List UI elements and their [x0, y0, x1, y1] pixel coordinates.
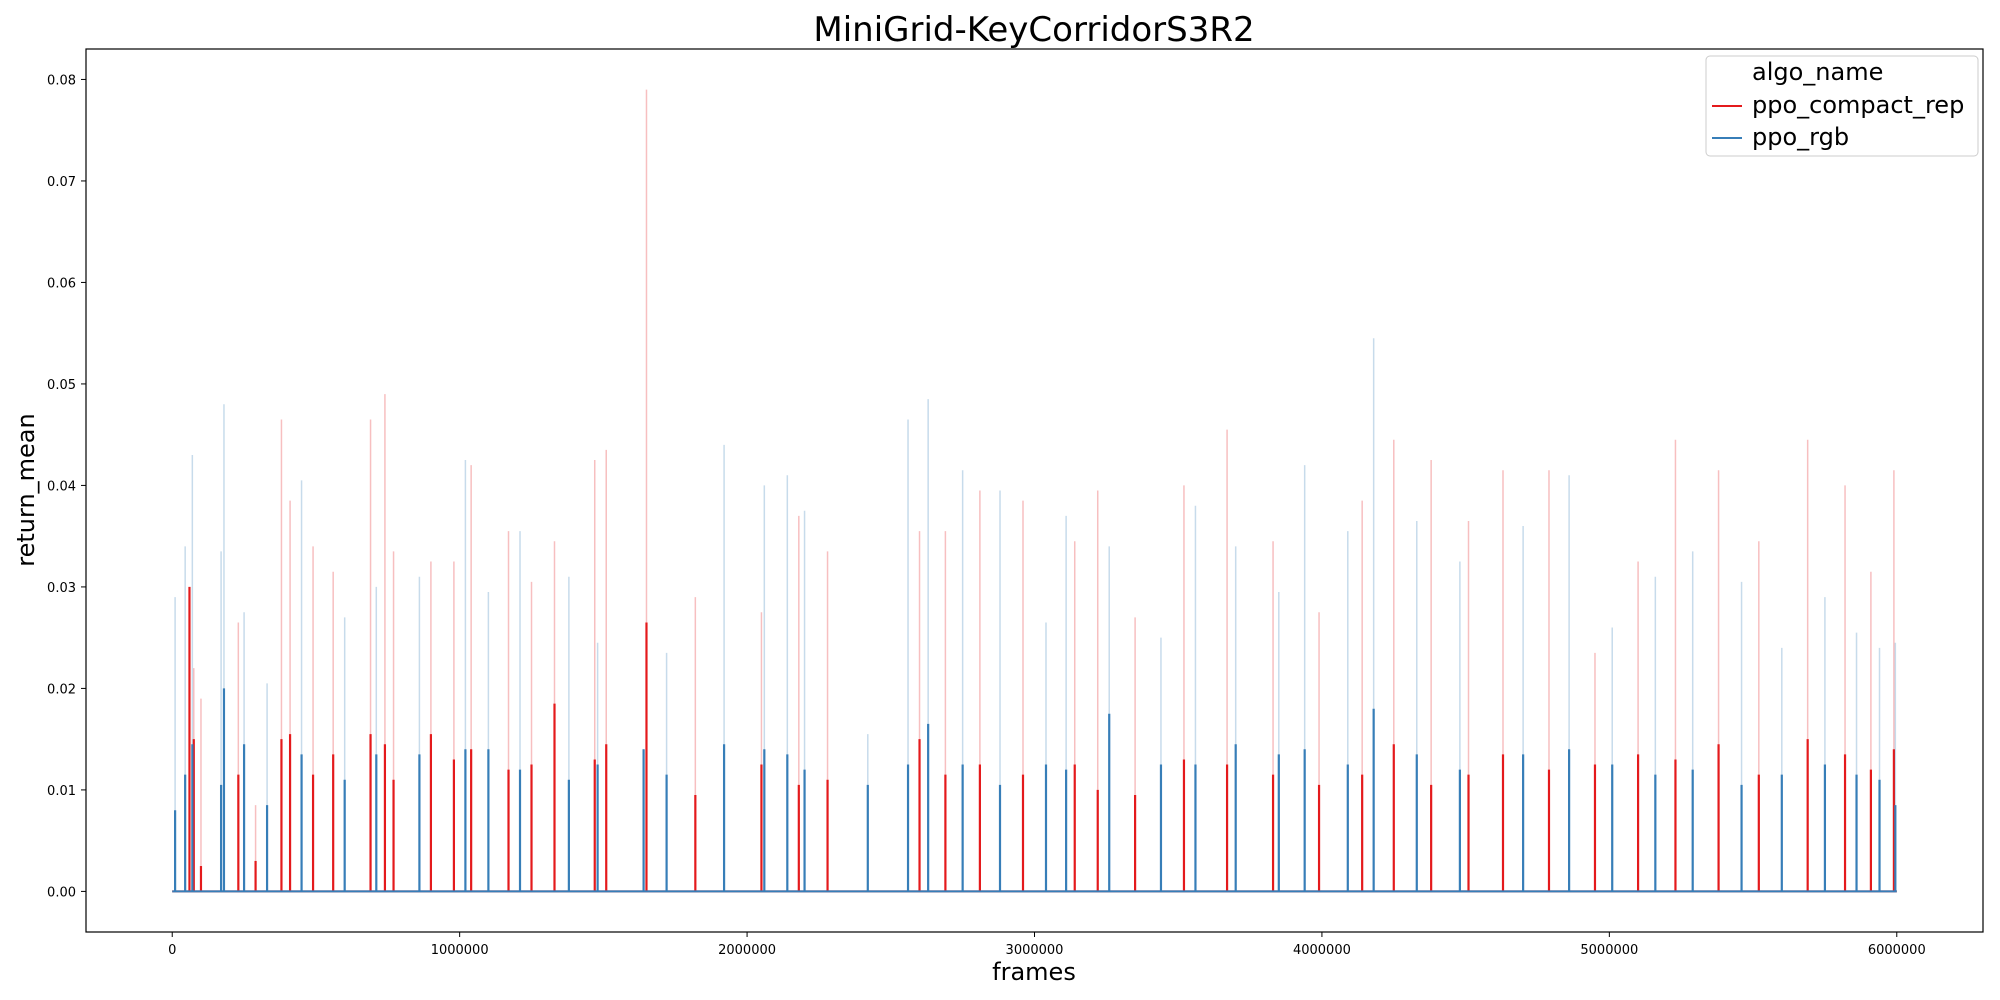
- y-tick-label: 0.03: [47, 581, 76, 596]
- legend-item-ppo-rgb: ppo_rgb: [1752, 123, 1849, 151]
- y-tick-label: 0.01: [47, 784, 76, 799]
- x-axis: 0 1000000 2000000 3000000 4000000 5000000 6000…: [168, 932, 1926, 958]
- y-axis: 0.00 0.01 0.02 0.03 0.04 0.05 0.06 0.07 0.08: [47, 73, 86, 900]
- x-tick-label: 1000000: [431, 943, 489, 958]
- legend-title: algo_name: [1752, 58, 1883, 86]
- legend-box: [1705, 55, 1979, 157]
- x-tick-label: 5000000: [1580, 943, 1638, 958]
- series-ppo-compact-rep-mean: [188, 586, 1895, 892]
- y-tick-label: 0.08: [47, 73, 76, 88]
- y-axis-label: return_mean: [12, 413, 40, 566]
- y-tick-label: 0.06: [47, 276, 76, 291]
- series-layer: [172, 89, 1897, 893]
- y-tick-label: 0.00: [47, 885, 76, 900]
- legend-item-ppo-compact-rep: ppo_compact_rep: [1752, 91, 1964, 119]
- y-tick-label: 0.07: [47, 175, 76, 190]
- x-tick-label: 0: [168, 943, 176, 958]
- y-tick-label: 0.04: [47, 479, 76, 494]
- x-tick-label: 2000000: [718, 943, 776, 958]
- legend: algo_name ppo_compact_rep ppo_rgb: [1705, 55, 1979, 157]
- y-tick-label: 0.02: [47, 682, 76, 697]
- chart-title: MiniGrid-KeyCorridorS3R2: [813, 10, 1254, 50]
- x-tick-label: 4000000: [1293, 943, 1351, 958]
- series-ppo-compact-rep: [172, 89, 1897, 893]
- series-ppo-rgb: [172, 338, 1897, 893]
- x-tick-label: 6000000: [1868, 943, 1926, 958]
- x-axis-label: frames: [992, 958, 1076, 986]
- y-tick-label: 0.05: [47, 378, 76, 393]
- series-ppo-rgb-mean: [174, 688, 1897, 892]
- x-tick-label: 3000000: [1006, 943, 1064, 958]
